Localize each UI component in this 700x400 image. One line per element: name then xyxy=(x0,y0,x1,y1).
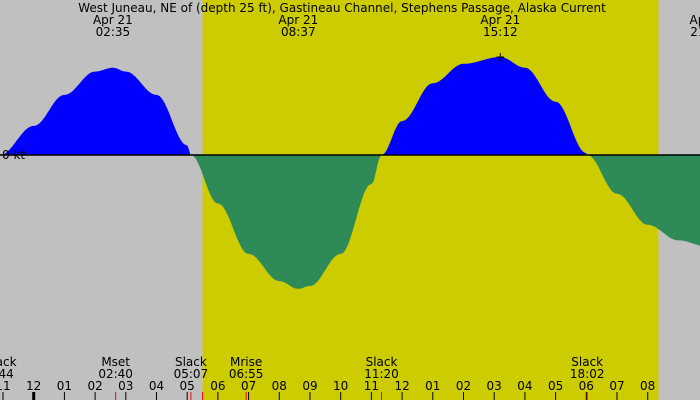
top-date-label-3: Apr xyxy=(690,13,700,27)
hour-label-10: 09 xyxy=(302,379,317,393)
top-time-label-3: 21: xyxy=(690,25,700,39)
ebb-area-3 xyxy=(587,155,700,246)
event-time-0: 44 xyxy=(0,367,14,381)
top-time-label-1: 08:37 xyxy=(281,25,316,39)
event-time-1: 02:40 xyxy=(98,367,133,381)
event-name-4: Slack xyxy=(366,355,398,369)
hour-label-14: 01 xyxy=(425,379,440,393)
event-name-1: Mset xyxy=(101,355,130,369)
hour-label-21: 08 xyxy=(640,379,655,393)
event-name-0: ack xyxy=(0,355,17,369)
hour-label-16: 03 xyxy=(487,379,502,393)
hour-label-2: 01 xyxy=(57,379,72,393)
top-date-label-0: Apr 21 xyxy=(93,13,133,27)
zero-label: 0 kt xyxy=(2,148,25,162)
event-name-3: Mrise xyxy=(230,355,262,369)
hour-label-5: 04 xyxy=(149,379,164,393)
event-time-2: 05:07 xyxy=(174,367,209,381)
hour-label-9: 08 xyxy=(272,379,287,393)
event-time-3: 06:55 xyxy=(229,367,264,381)
top-time-label-0: 02:35 xyxy=(96,25,131,39)
hour-label-13: 12 xyxy=(394,379,409,393)
hour-label-4: 03 xyxy=(118,379,133,393)
hour-label-7: 06 xyxy=(210,379,225,393)
event-name-5: Slack xyxy=(571,355,603,369)
hour-label-3: 02 xyxy=(87,379,102,393)
flood-area-2 xyxy=(382,57,587,155)
hour-label-1: 12 xyxy=(26,379,41,393)
hour-label-12: 11 xyxy=(364,379,379,393)
hour-label-20: 07 xyxy=(609,379,624,393)
event-name-2: Slack xyxy=(175,355,207,369)
hour-label-19: 06 xyxy=(579,379,594,393)
hour-label-6: 05 xyxy=(180,379,195,393)
chart-title: West Juneau, NE of (depth 25 ft), Gastin… xyxy=(78,1,606,15)
top-time-label-2: 15:12 xyxy=(483,25,518,39)
event-time-4: 11:20 xyxy=(364,367,399,381)
event-time-5: 18:02 xyxy=(570,367,605,381)
hour-label-18: 05 xyxy=(548,379,563,393)
hour-label-17: 04 xyxy=(517,379,532,393)
top-date-label-2: Apr 21 xyxy=(480,13,520,27)
hour-label-15: 02 xyxy=(456,379,471,393)
ebb-area-1 xyxy=(191,155,381,289)
top-date-label-1: Apr 21 xyxy=(278,13,318,27)
hour-label-11: 10 xyxy=(333,379,348,393)
flood-area-0 xyxy=(0,67,191,155)
hour-label-0: 11 xyxy=(0,379,11,393)
max-marker: + xyxy=(495,50,505,64)
hour-label-8: 07 xyxy=(241,379,256,393)
